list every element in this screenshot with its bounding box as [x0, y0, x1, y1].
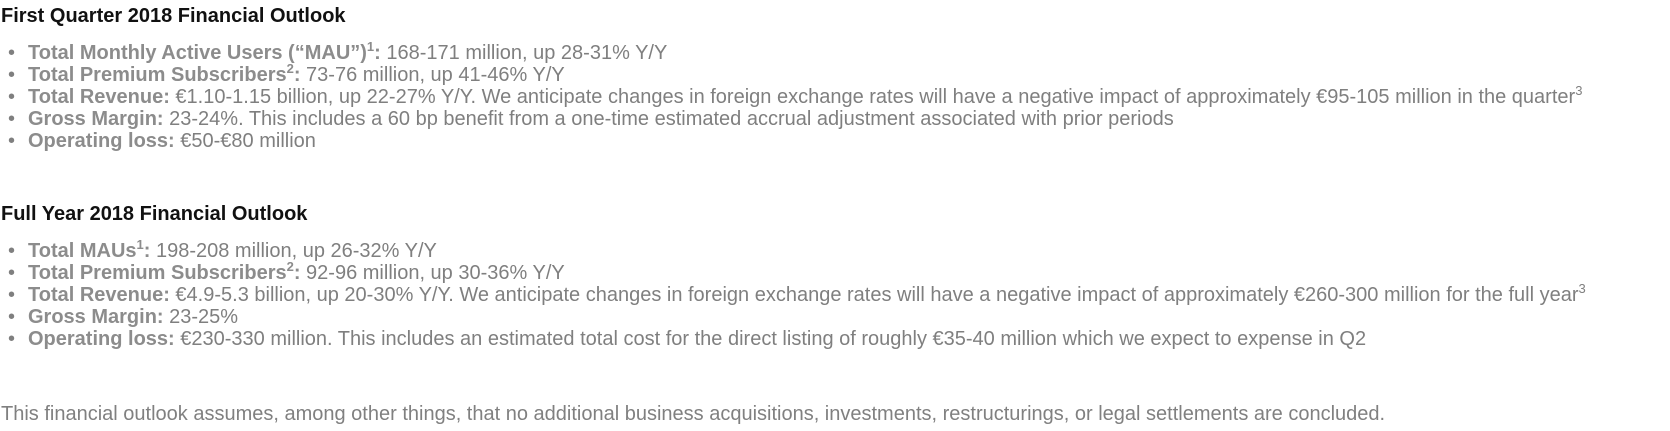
bullet-icon: • [8, 86, 16, 108]
outlook-list-item: • Total MAUs1: 198-208 million, up 26-32%… [8, 237, 1670, 262]
item-label: Operating loss: [28, 130, 175, 152]
item-label-text: Total MAUs [28, 240, 137, 262]
item-label-text: Operating loss: [28, 328, 175, 350]
item-value-text: 92-96 million, up 30-36% Y/Y [300, 262, 565, 284]
outlook-list-item: • Total Revenue: €1.10-1.15 billion, up 2… [8, 83, 1670, 108]
item-value-text: €4.9-5.3 billion, up 20-30% Y/Y. We anti… [169, 284, 1579, 306]
outlook-list-item: • Total Monthly Active Users (“MAU”)1: 16… [8, 39, 1670, 64]
item-value-text: 168-171 million, up 28-31% Y/Y [380, 42, 668, 64]
item-label: Total Revenue: [28, 284, 170, 306]
item-label-text: Total Revenue: [28, 86, 170, 108]
outlook-list-item: • Gross Margin: 23-24%. This includes a 6… [8, 108, 1670, 130]
outlook-assumptions-note: This financial outlook assumes, among ot… [1, 403, 1386, 425]
bullet-icon: • [8, 64, 16, 86]
outlook-list-item: • Gross Margin: 23-25% [8, 306, 1670, 328]
item-label: Gross Margin: [28, 306, 164, 328]
item-value-text: €1.10-1.15 billion, up 22-27% Y/Y. We an… [169, 86, 1576, 108]
footnote-marker: 1 [366, 39, 375, 55]
item-label-separator: : [143, 240, 151, 262]
item-label: Total Premium Subscribers2: [28, 61, 301, 86]
q1-outlook-list: • Total Monthly Active Users (“MAU”)1: 16… [0, 39, 1670, 152]
item-value-text: 73-76 million, up 41-46% Y/Y [300, 64, 565, 86]
bullet-icon: • [8, 306, 16, 328]
footnote-marker: 1 [136, 237, 144, 253]
item-label: Operating loss: [28, 328, 175, 350]
item-label-separator: : [293, 262, 301, 284]
item-label-separator: : [293, 64, 301, 86]
item-label-text: Total Monthly Active Users (“MAU”) [28, 42, 367, 64]
fy-outlook-title: Full Year 2018 Financial Outlook [1, 203, 308, 225]
item-label-text: Gross Margin: [28, 306, 164, 328]
footnote-marker: 2 [286, 259, 294, 275]
item-label-text: Total Revenue: [28, 284, 170, 306]
item-value-text: 23-24%. This includes a 60 bp benefit fr… [163, 108, 1174, 130]
item-label-text: Total Premium Subscribers [28, 262, 287, 284]
item-label: Total Monthly Active Users (“MAU”)1: [28, 39, 381, 64]
bullet-icon: • [8, 284, 16, 306]
item-label: Total MAUs1: [28, 237, 151, 262]
item-label: Gross Margin: [28, 108, 164, 130]
footnote-marker: 3 [1575, 83, 1583, 99]
item-value-text: 23-25% [163, 306, 239, 328]
item-value-text: €50-€80 million [174, 130, 316, 152]
item-value-text: 198-208 million, up 26-32% Y/Y [150, 240, 437, 262]
outlook-list-item: • Total Revenue: €4.9-5.3 billion, up 20-… [8, 281, 1670, 306]
q1-outlook-title: First Quarter 2018 Financial Outlook [1, 5, 346, 27]
item-label-text: Total Premium Subscribers [28, 64, 287, 86]
bullet-icon: • [8, 328, 16, 350]
fy-outlook-list: • Total MAUs1: 198-208 million, up 26-32%… [0, 237, 1670, 350]
bullet-icon: • [8, 42, 16, 64]
bullet-icon: • [8, 240, 16, 262]
bullet-icon: • [8, 262, 16, 284]
outlook-list-item: • Total Premium Subscribers2: 92-96 milli… [8, 259, 1670, 284]
outlook-list-item: • Operating loss: €230-330 million. This … [8, 328, 1670, 350]
item-label: Total Revenue: [28, 86, 170, 108]
item-label-text: Operating loss: [28, 130, 175, 152]
footnote-marker: 2 [286, 61, 294, 77]
bullet-icon: • [8, 108, 16, 130]
bullet-icon: • [8, 130, 16, 152]
footnote-marker: 3 [1578, 281, 1586, 297]
item-label: Total Premium Subscribers2: [28, 259, 301, 284]
item-value-text: €230-330 million. This includes an estim… [174, 328, 1367, 350]
outlook-list-item: • Operating loss: €50-€80 million [8, 130, 1670, 152]
item-label-text: Gross Margin: [28, 108, 164, 130]
outlook-list-item: • Total Premium Subscribers2: 73-76 milli… [8, 61, 1670, 86]
item-label-separator: : [374, 42, 381, 64]
